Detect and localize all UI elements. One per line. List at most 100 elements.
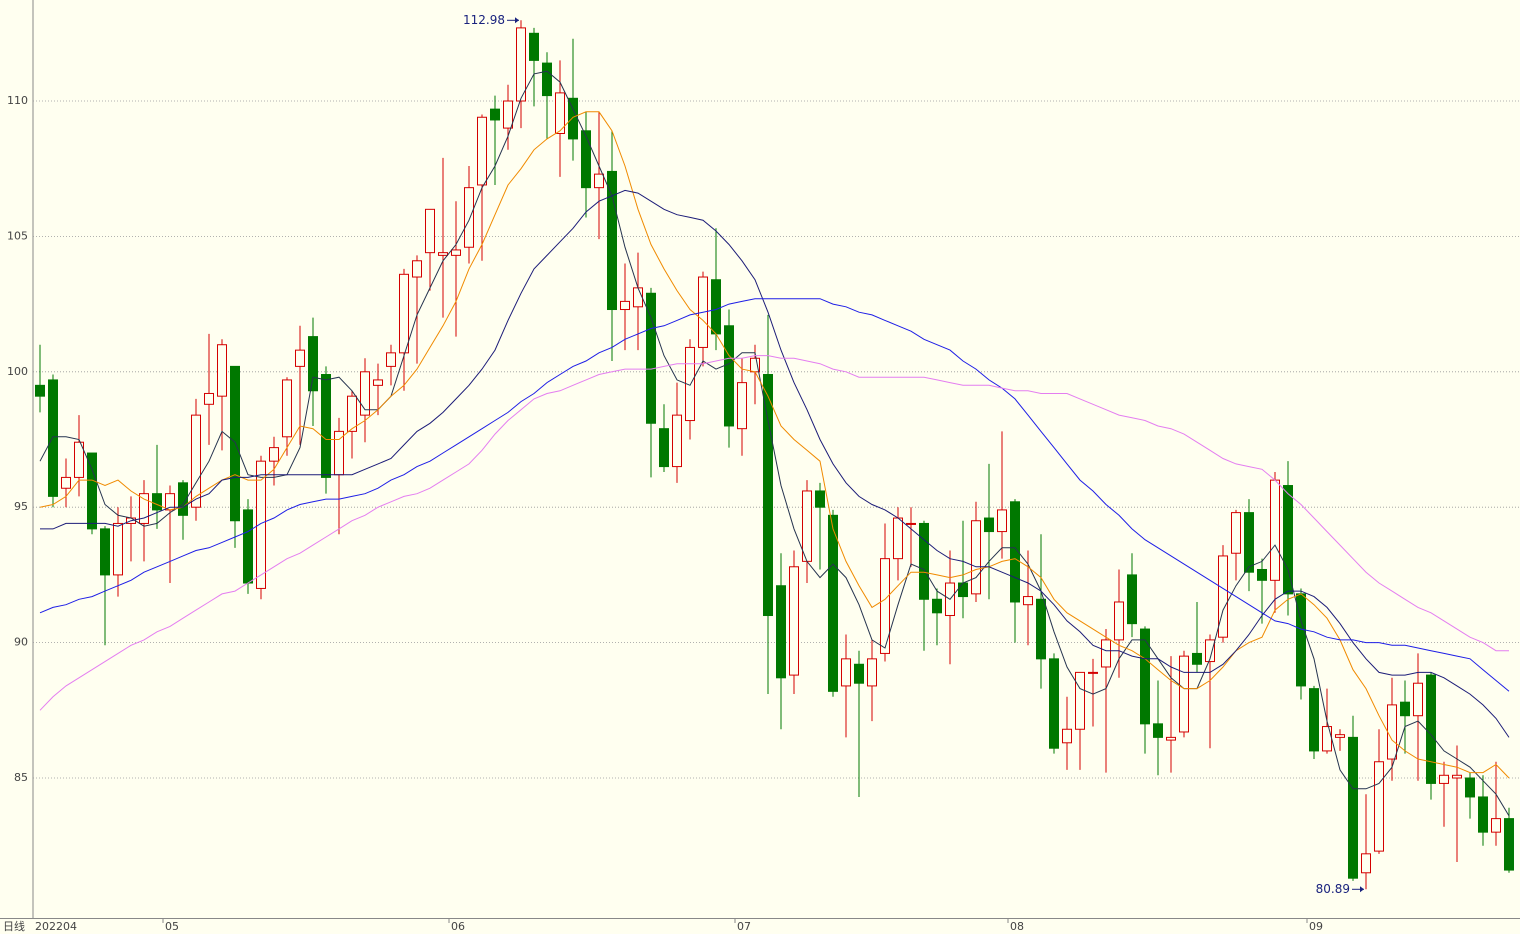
candle-body [1348, 736, 1358, 879]
candle-body [763, 374, 773, 617]
candle-body [997, 509, 1007, 533]
candle-body [1218, 555, 1228, 638]
candle-body [1049, 658, 1059, 749]
candle-body [1179, 655, 1189, 733]
candle-body [1270, 479, 1280, 581]
y-tick-label: 100 [7, 365, 28, 378]
candle-body [334, 430, 344, 476]
candle-body [1244, 512, 1254, 573]
candle-body [841, 658, 851, 687]
candle-body [1088, 671, 1098, 674]
x-tick-label: 05 [165, 920, 179, 933]
candle-body [399, 273, 409, 354]
candle-body [295, 349, 305, 367]
candle-body [1205, 639, 1215, 663]
annotation-label: 112.98 [463, 13, 505, 27]
y-tick-label: 85 [14, 771, 28, 784]
candle-body [386, 352, 396, 367]
candle-body [74, 441, 84, 478]
x-tick-label: 07 [737, 920, 751, 933]
candle-body [815, 490, 825, 508]
candle-body [737, 382, 747, 430]
candle-body [516, 27, 526, 102]
candle-body [100, 528, 110, 576]
x-tick-label: 202204 [35, 920, 77, 933]
annotation-label: 80.89 [1316, 882, 1350, 896]
candle-body [1101, 639, 1111, 668]
candle-body [360, 371, 370, 416]
candle-body [477, 116, 487, 186]
candle-body [1374, 761, 1384, 852]
candle-body [1010, 501, 1020, 603]
candle-body [464, 187, 474, 248]
candle-body [867, 658, 877, 687]
candle-body [711, 279, 721, 335]
candle-body [1036, 598, 1046, 660]
candle-body [1322, 726, 1332, 752]
candle-body [529, 32, 539, 61]
candle-body [1283, 485, 1293, 595]
moving-average-line [39, 298, 1510, 692]
candle-body [854, 663, 864, 684]
candle-body [659, 428, 669, 468]
candle-body [1387, 704, 1397, 760]
y-tick-label: 90 [14, 636, 28, 649]
candle-body [542, 62, 552, 97]
candle-body [1023, 596, 1033, 606]
candle-body [607, 170, 617, 311]
candle-body [1491, 818, 1501, 833]
candle-body [373, 379, 383, 386]
y-tick-label: 95 [14, 500, 28, 513]
candle-body [724, 325, 734, 427]
candle-body [828, 514, 838, 692]
candle-body [451, 249, 461, 256]
candle-body [1361, 853, 1371, 874]
candle-body [412, 260, 422, 278]
candle-body [191, 414, 201, 508]
candle-body [672, 414, 682, 468]
candle-body [152, 493, 162, 511]
candle-body [1257, 568, 1267, 581]
candle-body [48, 379, 58, 497]
candle-body [425, 208, 435, 254]
candle-body [1426, 674, 1436, 784]
candle-body [204, 392, 214, 405]
candle-body [1465, 777, 1475, 798]
candle-body [308, 336, 318, 392]
period-label: 日线 [3, 919, 25, 933]
candle-body [1127, 574, 1137, 625]
candle-body [646, 292, 656, 424]
candle-body [1153, 723, 1163, 738]
annotation-arrowhead [1360, 886, 1364, 893]
candle-body [906, 522, 916, 525]
x-tick-label: 09 [1309, 920, 1323, 933]
candle-body [1335, 734, 1345, 738]
candle-body [503, 100, 513, 129]
candle-body [958, 582, 968, 598]
moving-average-line [39, 111, 1510, 779]
x-tick-label: 08 [1010, 920, 1024, 933]
candle-body [139, 493, 149, 524]
candle-body [555, 92, 565, 135]
candle-body [178, 482, 188, 516]
candle-body [243, 509, 253, 584]
candle-body [1114, 601, 1124, 641]
candle-body [1478, 796, 1488, 833]
candle-body [1166, 736, 1176, 741]
candle-body [1231, 512, 1241, 554]
candle-body [256, 460, 266, 589]
candle-body [1062, 728, 1072, 744]
candle-body [1400, 701, 1410, 717]
x-tick-label: 06 [451, 920, 465, 933]
candle-body [880, 558, 890, 654]
annotation-arrowhead [515, 17, 519, 24]
candle-body [1140, 628, 1150, 725]
candle-body [633, 287, 643, 308]
candle-body [321, 374, 331, 478]
candle-body [594, 173, 604, 189]
candle-body [230, 365, 240, 522]
candle-body [568, 97, 578, 140]
candle-body [438, 252, 448, 256]
